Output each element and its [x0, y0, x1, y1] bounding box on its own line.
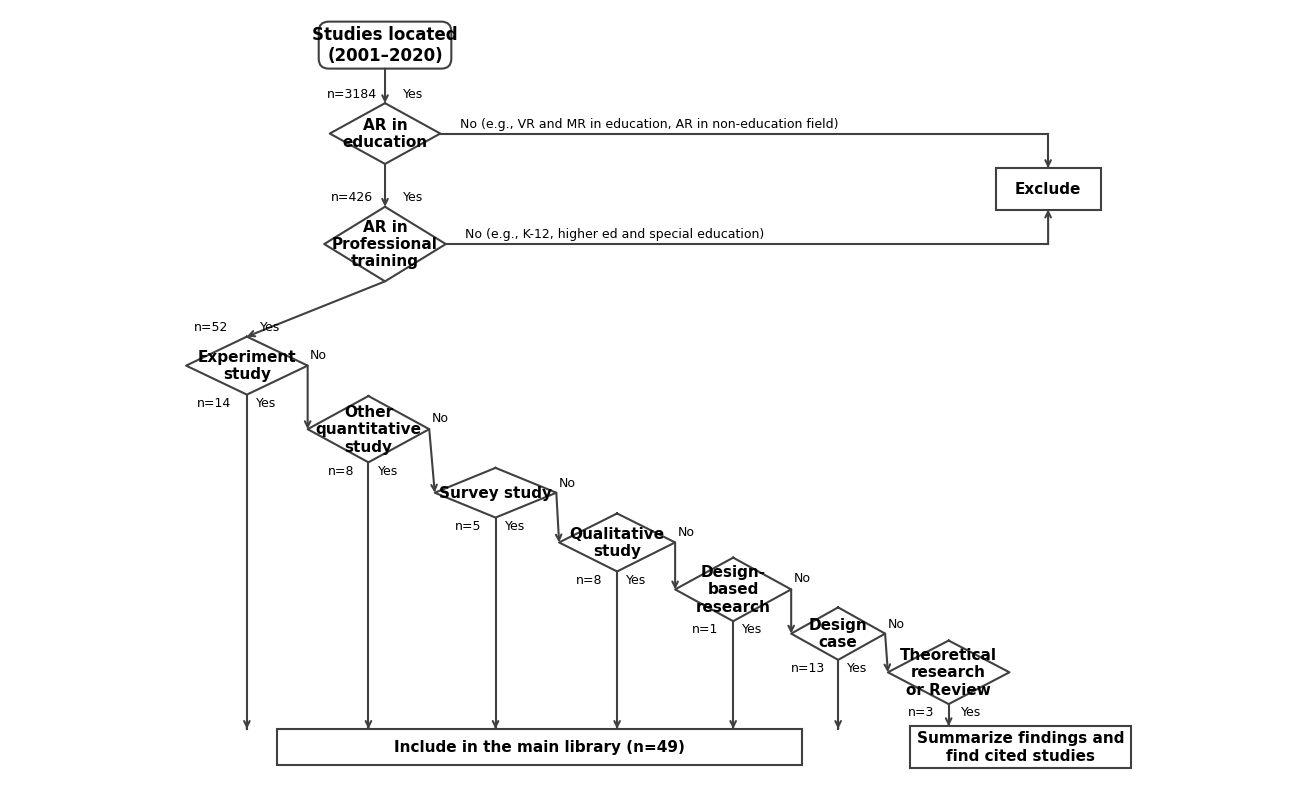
Text: n=52: n=52	[194, 321, 228, 334]
Text: No: No	[887, 617, 905, 630]
Text: Yes: Yes	[627, 574, 646, 586]
Text: Yes: Yes	[260, 321, 280, 334]
Text: Yes: Yes	[378, 464, 398, 477]
Text: Yes: Yes	[403, 191, 422, 205]
Polygon shape	[308, 397, 429, 463]
Text: Yes: Yes	[505, 519, 524, 533]
Text: Yes: Yes	[256, 397, 276, 410]
Text: n=5: n=5	[455, 519, 482, 533]
Text: Summarize findings and
find cited studies: Summarize findings and find cited studie…	[917, 731, 1124, 763]
Text: No: No	[677, 527, 694, 539]
Text: Survey study: Survey study	[439, 486, 552, 501]
Polygon shape	[186, 337, 308, 395]
Polygon shape	[435, 468, 557, 518]
Text: Studies located
(2001–2020): Studies located (2001–2020)	[312, 26, 458, 65]
Text: No: No	[311, 349, 328, 361]
Text: Yes: Yes	[961, 706, 980, 719]
Text: Exclude: Exclude	[1015, 182, 1081, 197]
Polygon shape	[559, 514, 675, 571]
Text: Design
case: Design case	[809, 618, 868, 650]
FancyBboxPatch shape	[319, 22, 452, 69]
Text: n=8: n=8	[576, 574, 602, 586]
Text: Include in the main library (n=49): Include in the main library (n=49)	[394, 740, 685, 755]
Text: No: No	[431, 412, 449, 425]
Text: n=3: n=3	[908, 706, 934, 719]
Polygon shape	[330, 104, 440, 164]
Text: Yes: Yes	[742, 623, 763, 636]
Text: Theoretical
research
or Review: Theoretical research or Review	[900, 648, 997, 697]
Text: No (e.g., K-12, higher ed and special education): No (e.g., K-12, higher ed and special ed…	[465, 228, 764, 241]
FancyBboxPatch shape	[277, 729, 802, 765]
Text: Yes: Yes	[403, 87, 422, 101]
Text: No: No	[559, 476, 576, 490]
Polygon shape	[324, 207, 445, 282]
Text: Yes: Yes	[847, 662, 868, 674]
FancyBboxPatch shape	[996, 168, 1101, 210]
Text: n=13: n=13	[791, 662, 825, 674]
Text: Qualitative
study: Qualitative study	[570, 527, 664, 559]
Text: AR in
Professional
training: AR in Professional training	[332, 220, 438, 269]
Text: n=8: n=8	[328, 464, 354, 477]
Text: n=1: n=1	[693, 623, 719, 636]
Polygon shape	[675, 558, 791, 621]
Text: n=3184: n=3184	[326, 87, 377, 101]
Text: No (e.g., VR and MR in education, AR in non-education field): No (e.g., VR and MR in education, AR in …	[460, 117, 838, 131]
Text: n=426: n=426	[330, 191, 373, 205]
Text: AR in
education: AR in education	[342, 118, 427, 150]
FancyBboxPatch shape	[910, 726, 1131, 767]
Text: No: No	[794, 572, 811, 585]
Polygon shape	[888, 641, 1009, 704]
Text: Design-
based
research: Design- based research	[695, 564, 771, 615]
Polygon shape	[791, 608, 884, 660]
Text: n=14: n=14	[197, 397, 231, 410]
Text: Experiment
study: Experiment study	[198, 349, 297, 382]
Text: Other
quantitative
study: Other quantitative study	[316, 405, 421, 454]
